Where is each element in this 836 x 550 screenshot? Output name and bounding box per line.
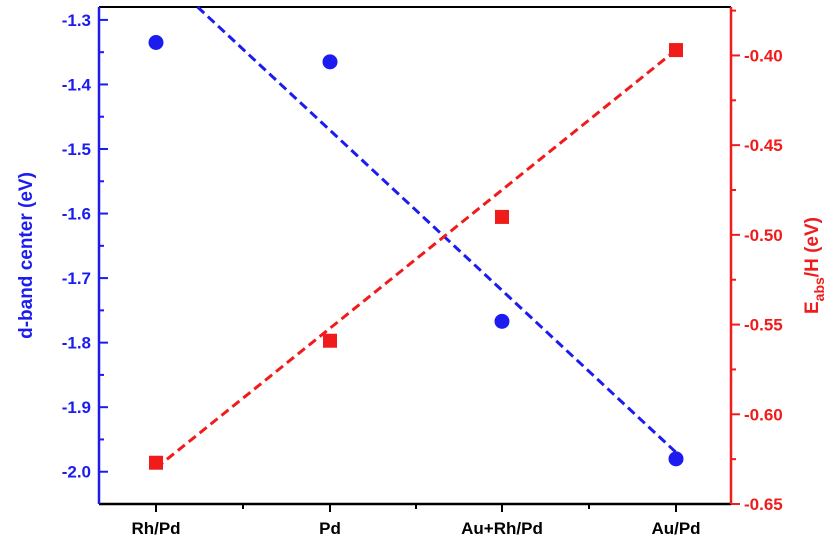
x-category-label: Au+Rh/Pd	[461, 519, 543, 538]
fit-lines	[155, 5, 678, 470]
left-axis-ticks: -1.3 -1.4 -1.5 -1.6 -1.7 -1.8 -1.9 -2.0	[62, 11, 108, 482]
left-tick-label: -1.9	[62, 398, 91, 417]
eabs-point	[669, 43, 683, 58]
d-band-point	[148, 35, 164, 50]
right-axis-title-main: E	[802, 301, 823, 314]
right-tick-label: -0.55	[744, 316, 783, 335]
x-category-label: Rh/Pd	[131, 519, 180, 538]
left-tick-label: -1.4	[62, 75, 92, 94]
eabs-point	[149, 455, 163, 470]
left-axis-title: d-band center (eV)	[16, 172, 37, 339]
left-tick-label: -2.0	[62, 463, 91, 482]
left-tick-label: -1.3	[62, 11, 91, 30]
right-axis-title-rest: /H (eV)	[802, 217, 823, 277]
left-tick-label: -1.7	[62, 269, 91, 288]
right-tick-label: -0.40	[744, 46, 783, 65]
x-category-label: Au/Pd	[651, 519, 700, 538]
right-tick-label: -0.45	[744, 136, 783, 155]
eabs-point	[495, 209, 509, 224]
d-band-point	[668, 451, 684, 467]
right-axis-ticks: -0.40 -0.45 -0.50 -0.55 -0.60 -0.65	[731, 9, 783, 514]
d-band-fit-line	[196, 5, 678, 454]
d-band-point	[322, 54, 338, 70]
right-axis-title-sub: abs	[811, 277, 827, 301]
right-axis-title: Eabs/H (eV)	[802, 217, 827, 314]
x-axis-ticks: Rh/Pd Pd Au+Rh/Pd Au/Pd	[131, 504, 701, 538]
plot-frame	[97, 6, 733, 506]
eabs-fit-line	[155, 48, 677, 470]
left-tick-label: -1.6	[62, 205, 91, 224]
right-tick-label: -0.50	[744, 226, 783, 245]
eabs-point	[323, 333, 337, 348]
right-tick-label: -0.65	[744, 495, 783, 514]
d-band-point	[494, 313, 510, 329]
data-markers	[148, 35, 684, 470]
left-tick-label: -1.8	[62, 334, 91, 353]
x-category-label: Pd	[319, 519, 341, 538]
left-tick-label: -1.5	[62, 140, 91, 159]
right-tick-label: -0.60	[744, 405, 783, 424]
